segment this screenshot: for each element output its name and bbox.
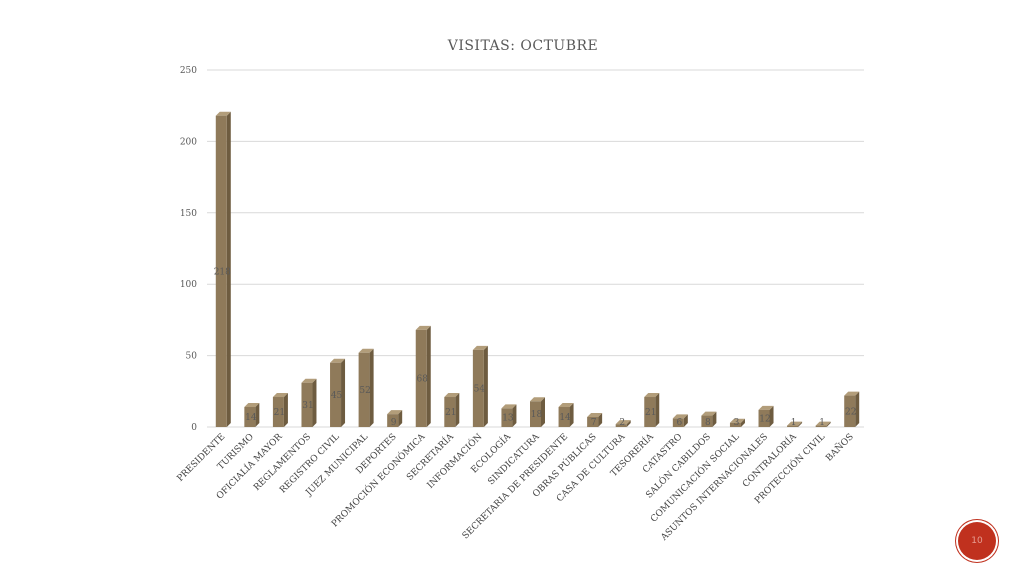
bar: [558, 403, 574, 427]
y-tick-label: 150: [180, 209, 197, 219]
data-label: 1: [791, 418, 797, 428]
bar: [330, 358, 346, 427]
x-tick-label: PRESIDENTE: [176, 432, 228, 484]
data-label: 68: [417, 374, 429, 384]
bar: [387, 410, 403, 427]
page-number: 10: [971, 536, 983, 546]
bar: [272, 393, 288, 427]
page-number-badge: 10: [958, 522, 996, 560]
bar: [672, 414, 688, 427]
bar: [358, 348, 374, 427]
bar: [472, 345, 488, 427]
data-label: 1: [819, 418, 825, 428]
bar: [244, 403, 260, 427]
data-label: 45: [331, 391, 343, 401]
bar: [501, 404, 517, 427]
bar: [215, 111, 231, 428]
bar: [815, 421, 831, 427]
x-tick-label: SINDICATURA: [486, 432, 542, 488]
y-tick-label: 0: [191, 423, 197, 433]
data-label: 21: [445, 408, 456, 418]
y-tick-label: 250: [180, 66, 197, 76]
x-tick-label: ASUNTOS INTERNACIONALES: [659, 432, 770, 543]
data-label: 218: [214, 267, 231, 277]
data-label: 21: [645, 408, 656, 418]
data-label: 8: [705, 418, 711, 428]
bar: [701, 411, 717, 427]
bar: [530, 397, 545, 427]
data-label: 12: [759, 414, 770, 424]
bar: [415, 325, 431, 427]
bar: [787, 421, 803, 427]
data-label: 18: [531, 410, 543, 420]
x-tick-label: SECRETARIA DE PRESIDENTE: [461, 432, 570, 541]
gridlines: [207, 69, 864, 428]
bar: [758, 405, 774, 427]
data-label: 13: [502, 414, 514, 424]
y-tick-label: 200: [180, 137, 197, 147]
bar: [615, 420, 631, 427]
data-label: 14: [559, 413, 571, 423]
bar: [729, 418, 745, 427]
data-label: 22: [845, 407, 856, 417]
data-label: 9: [391, 418, 397, 428]
data-label: 54: [474, 384, 486, 394]
bar: [444, 393, 460, 427]
data-label: 52: [359, 386, 370, 396]
data-label: 21: [274, 408, 285, 418]
data-label: 3: [734, 418, 740, 428]
data-label: 2: [619, 418, 625, 428]
data-label: 31: [302, 401, 313, 411]
x-tick-label: BAÑOS: [823, 431, 856, 464]
bar: [644, 393, 660, 427]
y-axis-ticks: 0 50 100 150 200 250: [180, 66, 197, 433]
data-label: 6: [676, 418, 682, 428]
chart-title: VISITAS: OCTUBRE: [447, 38, 599, 54]
bar: [301, 378, 317, 427]
bars: [215, 111, 860, 428]
y-tick-label: 100: [180, 280, 197, 290]
bar: [587, 413, 603, 427]
y-tick-label: 50: [186, 352, 198, 362]
bar: [844, 391, 860, 427]
data-label: 7: [591, 418, 597, 428]
data-label: 14: [245, 413, 257, 423]
